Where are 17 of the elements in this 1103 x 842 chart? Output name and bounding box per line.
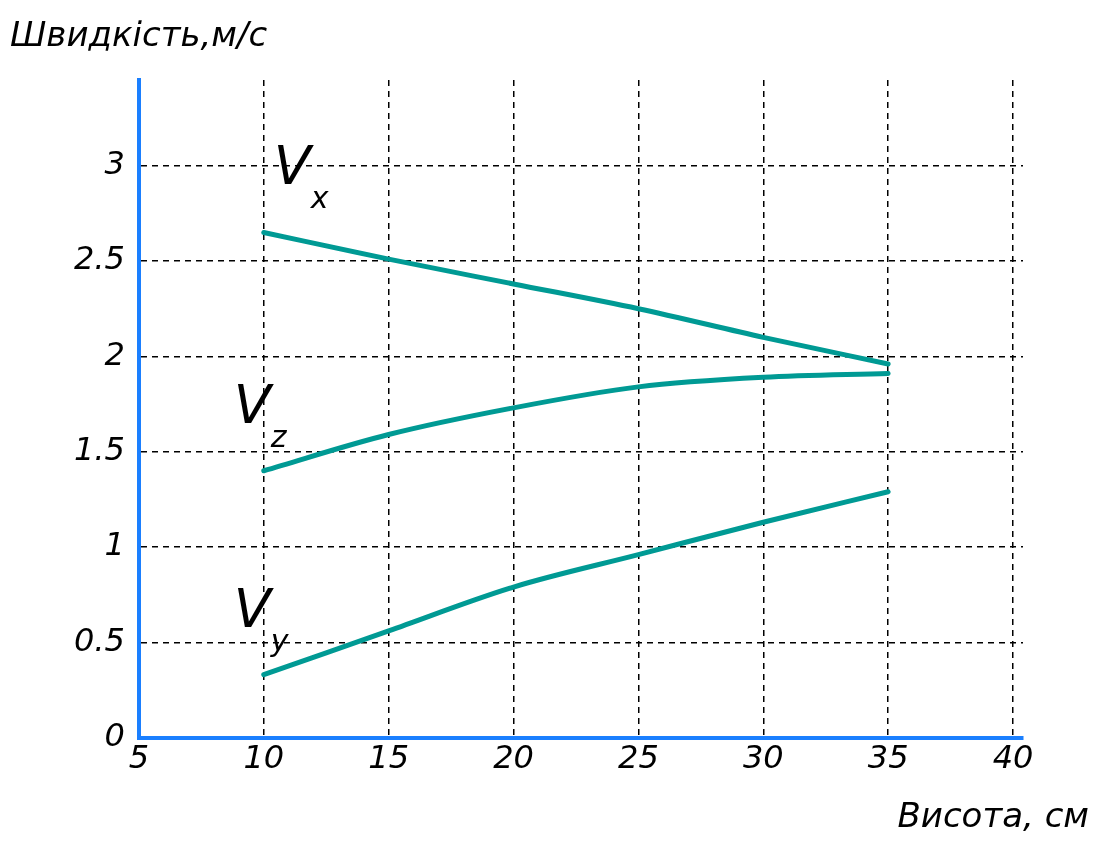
y-tick-label: 2.5 bbox=[74, 239, 125, 278]
x-tick-label: 15 bbox=[368, 738, 409, 777]
y-tick-label: 1.5 bbox=[74, 430, 125, 468]
x-tick-label: 10 bbox=[243, 738, 285, 777]
x-axis-title: Висота, см bbox=[897, 795, 1089, 835]
y-tick-label: 0 bbox=[104, 715, 125, 754]
y-tick-label: 0.5 bbox=[74, 620, 125, 659]
x-tick-label: 40 bbox=[992, 738, 1034, 777]
x-tick-label: 20 bbox=[493, 738, 534, 777]
x-tick-label: 35 bbox=[867, 738, 909, 777]
x-tick-label: 5 bbox=[128, 738, 150, 777]
y-tick-label: 3 bbox=[104, 144, 125, 183]
y-tick-label: 1 bbox=[104, 525, 125, 564]
x-tick-label: 25 bbox=[618, 738, 659, 777]
y-tick-label: 2 bbox=[104, 334, 125, 373]
y-axis-title: Швидкість,м/с bbox=[10, 14, 268, 54]
x-tick-label: 30 bbox=[742, 738, 784, 777]
